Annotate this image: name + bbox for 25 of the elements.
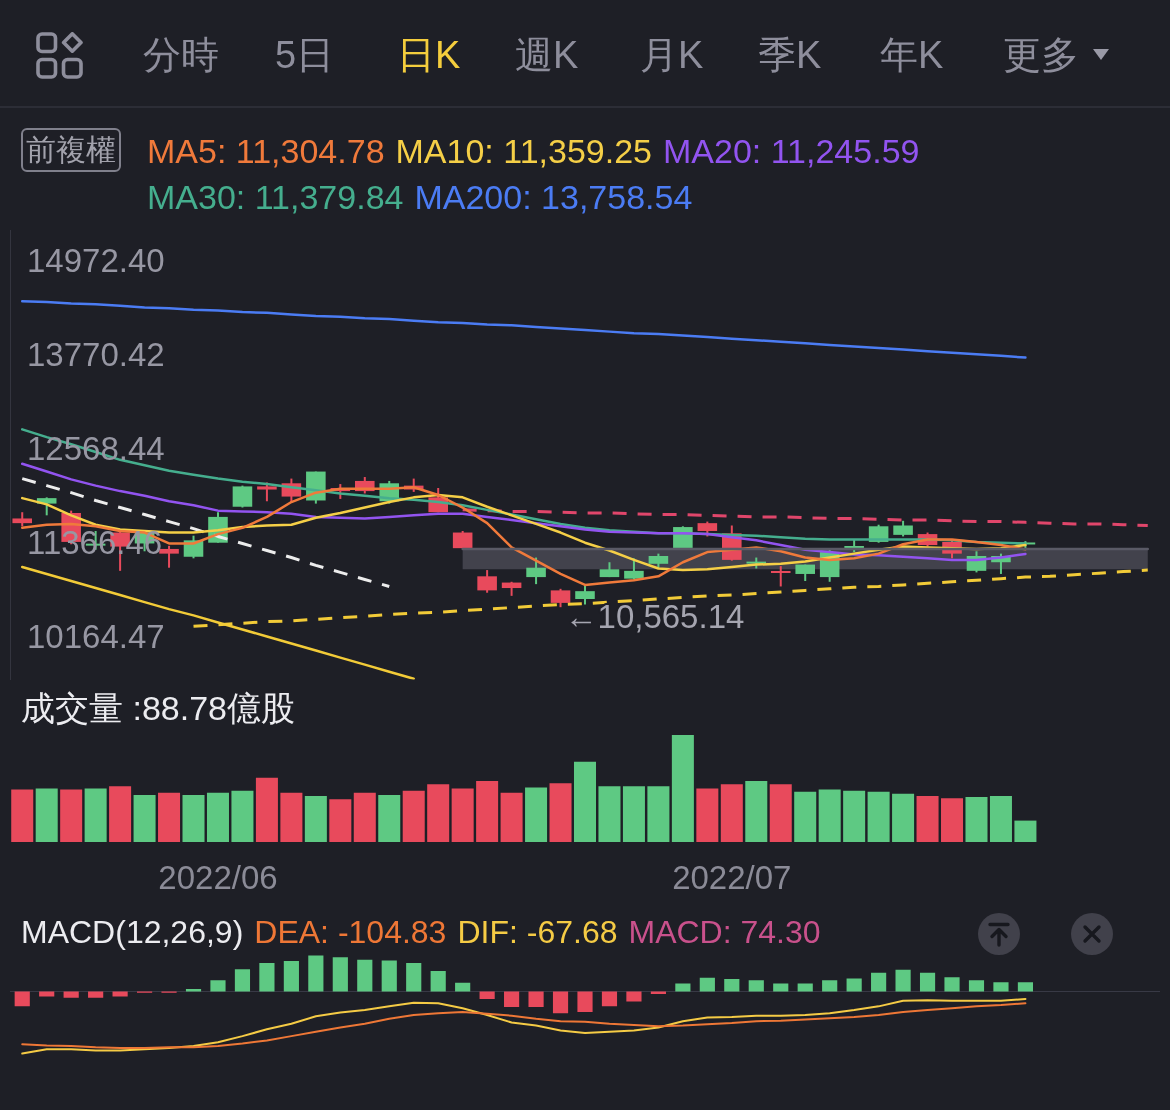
- category-label: 5日: [275, 34, 335, 76]
- y-tick-label: 13770.42: [27, 335, 165, 373]
- x-tick-label: 2022/06: [158, 858, 278, 896]
- category-label: 日K: [397, 34, 461, 76]
- text: MA200: 13,758.54: [414, 177, 693, 218]
- category-label: 更多: [1003, 34, 1079, 76]
- category-label: 季K: [758, 34, 822, 76]
- category-label: 月K: [640, 34, 704, 76]
- y-tick-label: 10164.47: [27, 617, 165, 655]
- annotation: ←10,565.14: [564, 598, 745, 636]
- chart-title: MACD(12,26,9): [21, 913, 244, 952]
- text: MA20: 11,245.59: [663, 131, 920, 172]
- text: MA5: 11,304.78: [147, 131, 385, 172]
- text: MA10: 11,359.25: [395, 131, 652, 172]
- category-label: 年K: [880, 34, 944, 76]
- series-label: MACD: 74.30: [628, 913, 821, 952]
- x-tick-label: 2022/07: [672, 858, 792, 896]
- category-label: 分時: [143, 34, 219, 76]
- series-label: DEA: -104.83: [254, 913, 447, 952]
- series-label: DIF: -67.68: [457, 913, 618, 952]
- text: MA30: 11,379.84: [147, 177, 404, 218]
- y-tick-label: 14972.40: [27, 241, 165, 279]
- button: 前複權: [21, 128, 121, 172]
- chart-title: 成交量 :88.78億股: [21, 688, 295, 728]
- category-label: 週K: [515, 34, 579, 76]
